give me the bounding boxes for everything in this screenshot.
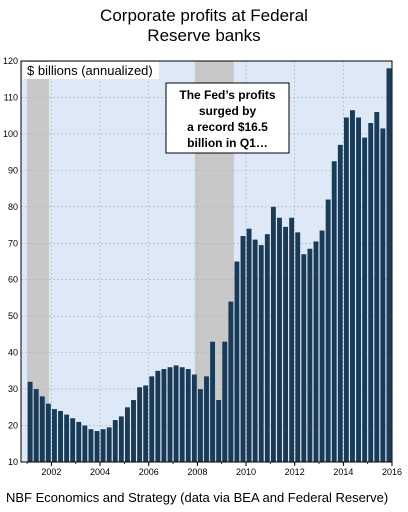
bar (210, 341, 216, 462)
bar (368, 122, 374, 463)
x-tick-label: 2004 (90, 467, 110, 477)
bar (124, 407, 130, 462)
bar (283, 226, 289, 462)
chart-title-line-2: Reserve banks (147, 26, 261, 45)
annotation-line: The Fed’s profits (179, 88, 276, 102)
x-tick-label: 2008 (187, 467, 207, 477)
bar (270, 206, 276, 462)
annotation-text: The Fed’s profits surged by a record $16.5… (179, 88, 276, 150)
bar (149, 376, 155, 462)
x-tick-label: 2010 (236, 467, 256, 477)
bar (222, 341, 228, 462)
bar (64, 414, 70, 462)
annotation-line: a record $16.5 (187, 120, 268, 134)
x-tick-label: 2014 (333, 467, 353, 477)
bar (295, 232, 301, 462)
annotation-line: surged by (199, 104, 257, 118)
bar (94, 431, 100, 462)
chart-title: Corporate profits at Federal Reserve ban… (0, 6, 408, 46)
bar (39, 396, 45, 462)
bar (173, 365, 179, 462)
chart-title-line-1: Corporate profits at Federal (100, 6, 308, 25)
y-tick-label: 60 (8, 275, 18, 285)
bar (118, 416, 124, 462)
bar (191, 374, 197, 462)
bar (277, 217, 282, 462)
bar (27, 381, 33, 462)
bar (325, 199, 331, 462)
unit-label-box (23, 62, 159, 79)
bar (161, 369, 167, 462)
x-tick-label: 2012 (285, 467, 305, 477)
bar (313, 241, 319, 462)
bar (167, 367, 173, 462)
x-tick-label: 2006 (139, 467, 159, 477)
bar (380, 128, 386, 462)
source-note: NBF Economics and Strategy (data via BEA… (6, 490, 389, 505)
bar (246, 228, 252, 462)
bar (331, 161, 337, 462)
y-tick-label: 70 (8, 238, 18, 248)
bar (112, 420, 118, 462)
bar (301, 254, 307, 462)
bar (197, 389, 203, 462)
bar (88, 429, 94, 462)
bar (264, 234, 270, 462)
bar (58, 410, 63, 462)
bar (337, 144, 343, 462)
bar (179, 367, 185, 462)
y-tick-label: 80 (8, 202, 18, 212)
bar (33, 389, 39, 462)
annotation-line: billion in Q1… (187, 136, 268, 150)
bar (343, 117, 349, 462)
plot-frame (20, 60, 393, 463)
bar (362, 137, 368, 462)
bar (155, 370, 161, 462)
y-tick-label: 40 (8, 348, 18, 358)
y-tick-label: 20 (8, 421, 18, 431)
y-tick-label: 90 (8, 165, 18, 175)
bar (82, 425, 88, 462)
bar (350, 110, 355, 463)
bar (374, 112, 380, 462)
bar (70, 418, 76, 462)
bar (52, 409, 57, 462)
unit-label: $ billions (annualized) (27, 63, 153, 78)
bar (319, 230, 325, 462)
y-tick-label: 50 (8, 311, 18, 321)
bar (356, 117, 361, 462)
bar (234, 261, 240, 462)
bar (289, 217, 295, 462)
bar (258, 245, 264, 462)
bar (143, 385, 149, 462)
bar (106, 427, 112, 462)
x-tick-label: 2002 (41, 467, 61, 477)
bar (386, 68, 392, 463)
x-tick-label: 2016 (382, 467, 402, 477)
bar (216, 400, 222, 462)
bar (307, 248, 313, 462)
y-tick-label: 110 (4, 92, 18, 102)
bar (45, 403, 51, 462)
bar (252, 239, 258, 462)
recession-shading (27, 61, 49, 462)
bar (131, 400, 136, 462)
bar (204, 376, 209, 462)
y-tick-label: 10 (8, 457, 18, 467)
bar (228, 301, 234, 462)
bar (185, 369, 191, 462)
y-tick-label: 30 (8, 384, 18, 394)
bar (76, 421, 82, 462)
bar (137, 387, 143, 462)
annotation-box: The Fed’s profits surged by a record $16.5… (165, 82, 290, 154)
y-tick-label: 100 (3, 129, 18, 139)
bar (100, 429, 106, 462)
bar (240, 235, 246, 462)
y-tick-label: 120 (3, 56, 18, 66)
